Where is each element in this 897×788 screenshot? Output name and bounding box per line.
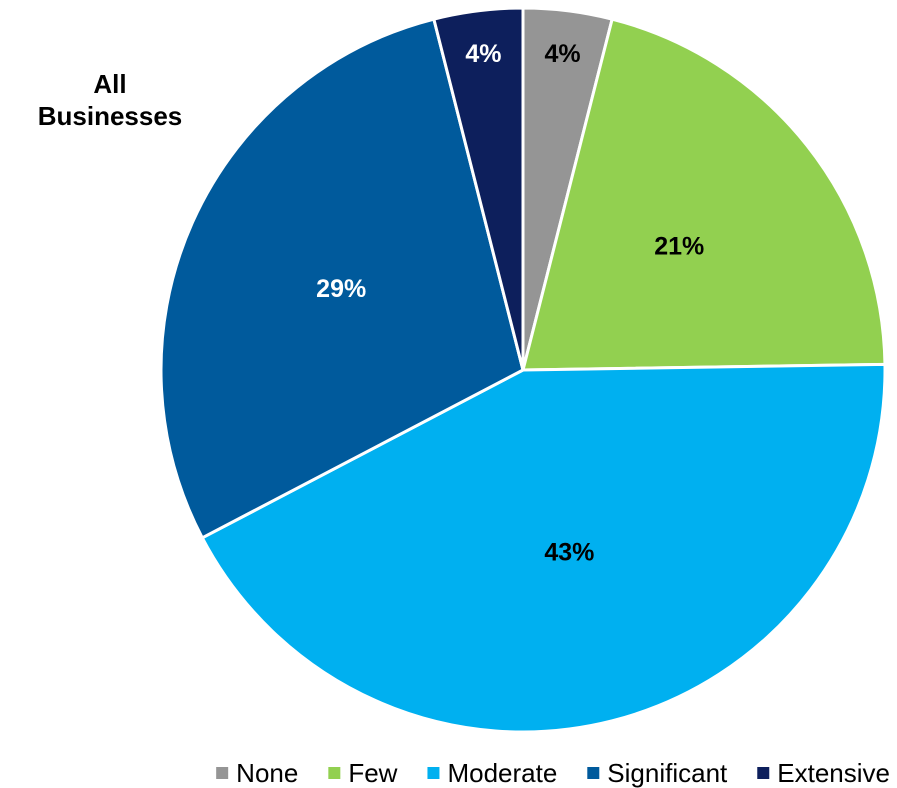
pie-slices: [159, 6, 887, 734]
chart-title: All Businesses: [10, 68, 210, 132]
legend-label-moderate: Moderate: [447, 758, 557, 788]
pie-slice-extensive: [432, 6, 525, 372]
legend: None Few Moderate Significant Extensive: [216, 758, 890, 788]
legend-label-none: None: [236, 758, 298, 788]
chart-title-line-2: Businesses: [37, 101, 183, 131]
slice-label-significant: 29%: [316, 275, 366, 303]
pie-slice-labels: 4% 21% 43% 29% 4%: [316, 40, 704, 567]
legend-label-significant: Significant: [607, 758, 728, 788]
pie-slice-significant: [159, 17, 525, 540]
legend-label-extensive: Extensive: [777, 758, 890, 788]
slice-label-few: 21%: [654, 233, 704, 261]
slice-label-moderate: 43%: [544, 538, 594, 566]
legend-swatch-significant: [587, 767, 600, 779]
pie-slice-few: [521, 17, 887, 372]
legend-swatch-moderate: [427, 767, 440, 779]
legend-swatch-extensive: [757, 767, 770, 779]
slice-label-extensive: 4%: [465, 40, 501, 68]
legend-swatch-few: [328, 767, 341, 779]
legend-swatch-none: [216, 767, 229, 779]
slice-label-none: 4%: [544, 40, 580, 68]
legend-label-few: Few: [348, 758, 397, 788]
chart-title-line-1: All: [93, 69, 127, 99]
pie-slice-moderate: [200, 362, 887, 734]
